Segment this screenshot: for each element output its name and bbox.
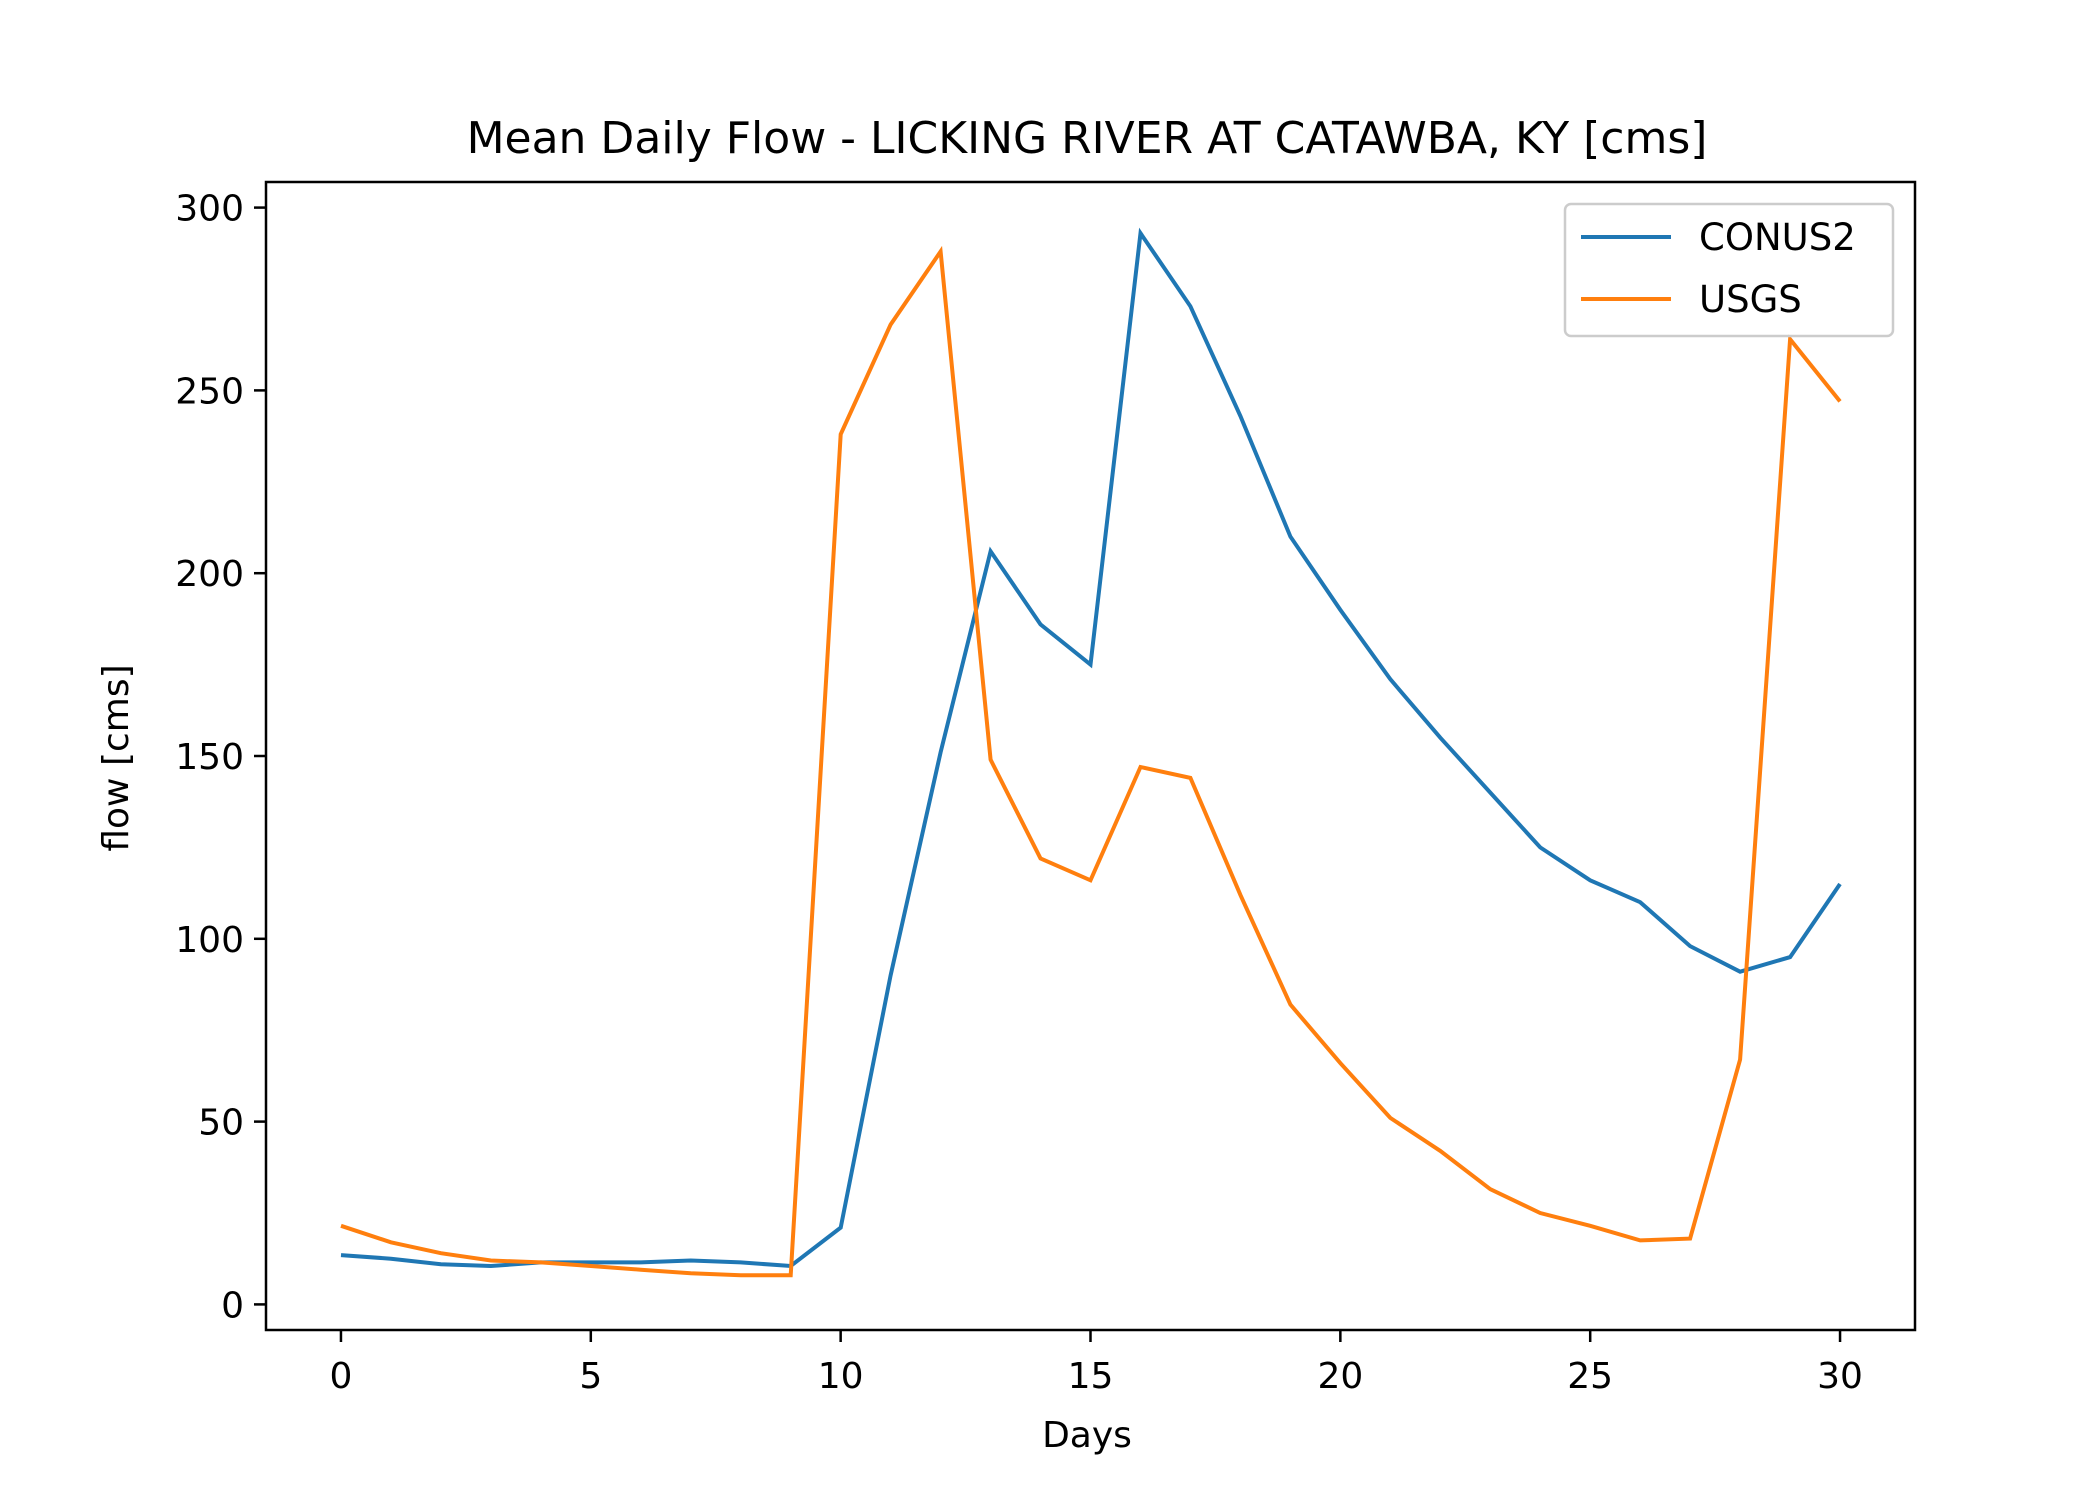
y-tick-label: 200 <box>175 554 244 595</box>
y-axis: 0 50 100 150 200 250 300 <box>175 189 266 1326</box>
y-tick-label: 0 <box>221 1285 244 1326</box>
x-tick-label: 30 <box>1817 1356 1863 1397</box>
x-tick-label: 25 <box>1567 1356 1613 1397</box>
y-tick-label: 250 <box>175 371 244 412</box>
x-tick-label: 5 <box>579 1356 602 1397</box>
y-tick-label: 100 <box>175 920 244 961</box>
legend-label-conus2: CONUS2 <box>1699 216 1856 259</box>
x-axis-label: Days <box>1042 1415 1132 1456</box>
y-axis-label: flow [cms] <box>96 664 137 851</box>
chart-title: Mean Daily Flow - LICKING RIVER AT CATAW… <box>467 113 1708 164</box>
y-tick-label: 300 <box>175 189 244 230</box>
x-tick-label: 20 <box>1317 1356 1363 1397</box>
legend-label-usgs: USGS <box>1699 278 1802 321</box>
y-tick-label: 150 <box>175 737 244 778</box>
x-tick-label: 10 <box>818 1356 864 1397</box>
x-axis: 0 5 10 15 20 25 30 <box>330 1330 1863 1397</box>
legend: CONUS2 USGS <box>1563 202 1895 338</box>
x-tick-label: 0 <box>330 1356 353 1397</box>
y-tick-label: 50 <box>198 1103 244 1144</box>
x-tick-label: 15 <box>1068 1356 1114 1397</box>
